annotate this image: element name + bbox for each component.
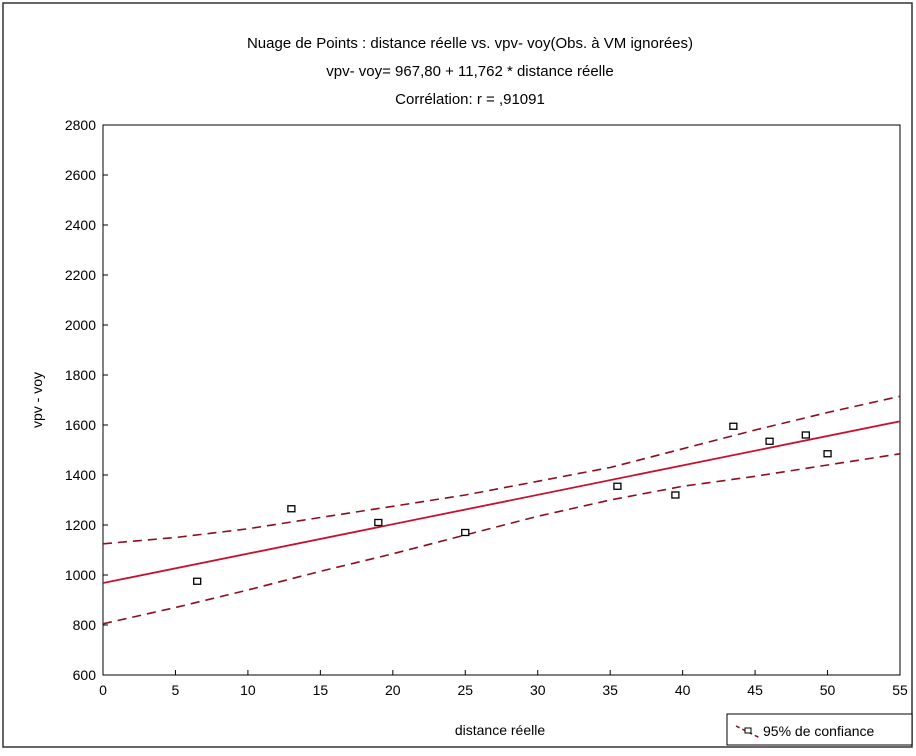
data-point	[613, 482, 622, 490]
legend-point-marker	[744, 727, 752, 734]
data-point	[461, 528, 470, 537]
data-point	[765, 437, 774, 445]
y-tick-label: 2200	[65, 267, 96, 283]
x-axis-label: distance réelle	[455, 722, 545, 738]
data-point	[801, 431, 810, 439]
y-tick-label: 1600	[65, 417, 96, 433]
y-axis-ticks: 600 800 1000 1200 1400 1600 1800 2000 2200 2400 26…	[65, 117, 108, 683]
y-tick-label: 2400	[65, 217, 96, 233]
data-point	[823, 450, 832, 458]
data-point	[193, 577, 202, 585]
chart-equation: vpv- voy= 967,80 + 11,762 * distance rée…	[326, 63, 613, 80]
y-tick-label: 1000	[65, 567, 96, 583]
data-point	[671, 491, 680, 499]
x-tick-label: 40	[675, 682, 691, 698]
y-tick-label: 1800	[65, 367, 96, 383]
x-tick-label: 45	[747, 682, 763, 698]
legend-label: 95% de confiance	[763, 723, 875, 739]
plot-area	[102, 124, 901, 676]
x-axis-ticks: 0 5 10 15 20 25 30 35 40 45 50 55	[99, 670, 908, 698]
chart-title: Nuage de Points : distance réelle vs. vp…	[247, 35, 693, 52]
y-axis-label: vpv - voy	[29, 372, 45, 428]
y-tick-label: 800	[73, 617, 97, 633]
x-tick-label: 15	[313, 682, 329, 698]
y-tick-label: 600	[73, 667, 97, 683]
y-tick-label: 1400	[65, 467, 96, 483]
data-point	[729, 422, 738, 430]
chart-correlation: Corrélation: r = ,91091	[395, 91, 545, 108]
x-tick-label: 10	[240, 682, 256, 698]
legend: 95% de confiance	[726, 713, 913, 746]
legend-box	[726, 713, 913, 746]
x-tick-label: 0	[99, 682, 107, 698]
x-tick-label: 55	[892, 682, 908, 698]
x-tick-label: 35	[602, 682, 618, 698]
legend-dash-sample	[735, 725, 761, 739]
y-tick-label: 1200	[65, 517, 96, 533]
x-tick-label: 25	[457, 682, 473, 698]
y-tick-label: 2000	[65, 317, 96, 333]
data-point	[374, 518, 383, 527]
data-point	[287, 505, 296, 513]
x-tick-label: 50	[820, 682, 836, 698]
regression-line	[103, 420, 900, 584]
data-points	[193, 422, 832, 585]
y-tick-label: 2600	[65, 167, 96, 183]
y-tick-label: 2800	[65, 117, 96, 133]
x-tick-label: 30	[530, 682, 546, 698]
x-tick-label: 20	[385, 682, 401, 698]
x-tick-label: 5	[172, 682, 180, 698]
confidence-band-lower	[103, 453, 900, 625]
confidence-band-upper	[103, 395, 900, 545]
